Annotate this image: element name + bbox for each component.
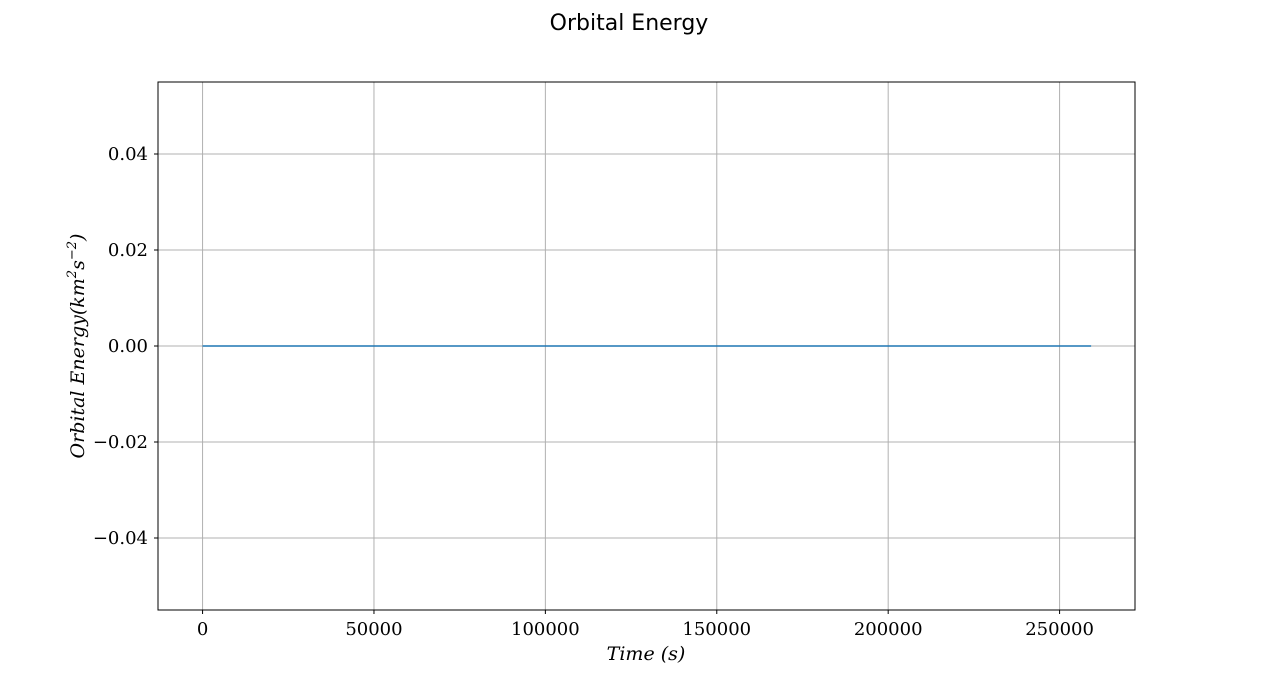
ticks — [154, 154, 1060, 614]
y-axis-label-suffix: ) — [67, 234, 89, 242]
chart-title: Orbital Energy — [550, 11, 709, 36]
y-tick-label: 0.04 — [108, 144, 148, 165]
y-axis-label: Orbital Energy(km2s−2) — [65, 234, 89, 459]
x-tick-label: 50000 — [345, 619, 402, 640]
y-axis-label-sup-2: −2 — [65, 241, 80, 260]
x-tick-label: 100000 — [511, 619, 580, 640]
y-tick-labels: −0.04 −0.02 0.00 0.02 0.04 — [93, 144, 148, 549]
y-tick-label: 0.00 — [108, 336, 148, 357]
x-tick-labels: 0 50000 100000 150000 200000 250000 — [197, 619, 1094, 640]
x-axis-label: Time (s) — [607, 643, 686, 665]
x-tick-label: 150000 — [682, 619, 751, 640]
y-axis-label-prefix: Orbital Energy(km — [67, 278, 89, 458]
y-axis-label-sup-1: 2 — [65, 270, 80, 279]
x-tick-label: 200000 — [854, 619, 923, 640]
x-tick-label: 0 — [197, 619, 208, 640]
y-tick-label: −0.02 — [93, 432, 148, 453]
x-tick-label: 250000 — [1025, 619, 1094, 640]
y-axis-label-mid: s — [67, 260, 89, 270]
y-tick-label: 0.02 — [108, 240, 148, 261]
y-tick-label: −0.04 — [93, 528, 148, 549]
